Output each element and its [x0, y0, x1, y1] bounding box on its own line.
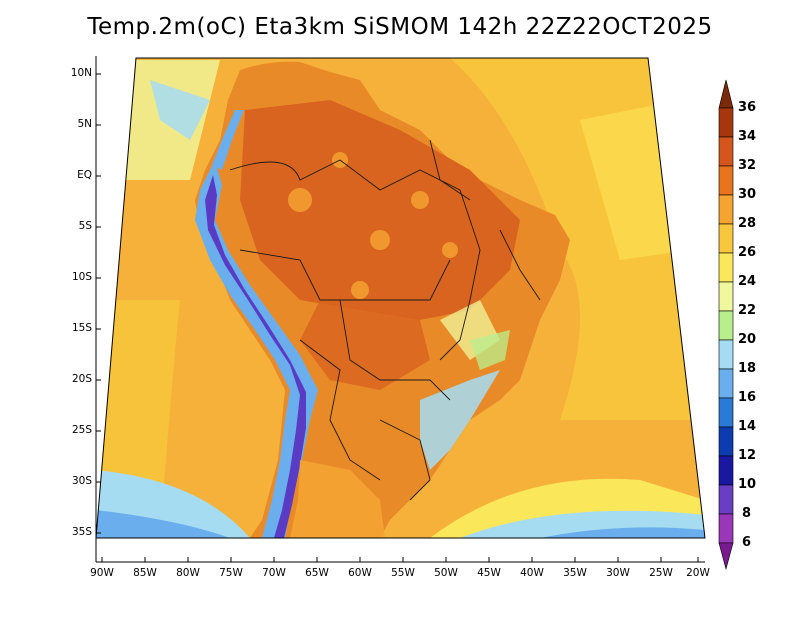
- lat-tick-marks: [96, 73, 101, 534]
- colorbar-label-32: 32: [738, 158, 757, 173]
- colorbar-label-28: 28: [738, 216, 757, 231]
- lon-label-45w: 45W: [477, 567, 501, 579]
- colorbar-label-30: 30: [738, 187, 757, 202]
- lat-label-15s: 15S: [71, 322, 92, 334]
- country-borders: [229, 139, 541, 501]
- lon-label-50w: 50W: [434, 567, 458, 579]
- lon-label-75w: 75W: [219, 567, 243, 579]
- map-frame: [95, 57, 706, 539]
- lat-label-eq: EQ: [77, 169, 92, 181]
- lat-label-5n: 5N: [77, 118, 92, 130]
- colorbar-segment: [718, 194, 734, 225]
- colorbar-label-12: 12: [738, 448, 757, 463]
- map-title: Temp.2m(oC) Eta3km SiSMOM 142h 22Z22OCT2…: [87, 14, 713, 40]
- colorbar-label-26: 26: [738, 245, 757, 260]
- colorbar-segment: [718, 455, 734, 486]
- colorbar-label-34: 34: [738, 129, 757, 144]
- lat-label-30s: 30S: [71, 475, 92, 487]
- andes-cool-band: [195, 160, 318, 538]
- pacific-cool-patch: [150, 80, 210, 140]
- lon-label-20w: 20W: [686, 567, 710, 579]
- colorbar-segment: [718, 513, 734, 544]
- colorbar-segment: [718, 107, 734, 138]
- colorbar: [718, 79, 734, 571]
- southeast-cool-region: [420, 370, 500, 470]
- colorbar-segment: [718, 397, 734, 428]
- lon-label-55w: 55W: [391, 567, 415, 579]
- lon-label-35w: 35W: [563, 567, 587, 579]
- northern-andes-cool: [212, 110, 244, 170]
- lon-label-90w: 90W: [90, 567, 114, 579]
- interior-hot-region: [300, 300, 430, 390]
- colorbar-segment: [718, 165, 734, 196]
- colorbar-label-18: 18: [738, 361, 757, 376]
- colorbar-segment: [718, 252, 734, 283]
- patagonia-region: [290, 460, 385, 538]
- lon-label-80w: 80W: [176, 567, 200, 579]
- lon-label-70w: 70W: [262, 567, 286, 579]
- lon-label-30w: 30W: [606, 567, 630, 579]
- colorbar-segment: [718, 426, 734, 457]
- colorbar-label-6: 6: [742, 535, 752, 550]
- colorbar-label-24: 24: [738, 274, 757, 289]
- lat-label-35s: 35S: [71, 526, 92, 538]
- andes-cold-ridge: [205, 175, 306, 538]
- colorbar-label-20: 20: [738, 332, 757, 347]
- colorbar-segment: [718, 339, 734, 370]
- colorbar-segment: [718, 310, 734, 341]
- lat-label-10n: 10N: [70, 67, 92, 79]
- lat-label-20s: 20S: [71, 373, 92, 385]
- colorbar-label-10: 10: [738, 477, 757, 492]
- colorbar-label-22: 22: [738, 303, 757, 318]
- colorbar-label-16: 16: [738, 390, 757, 405]
- colorbar-bottom-arrow: [718, 542, 734, 571]
- lon-label-85w: 85W: [133, 567, 157, 579]
- colorbar-top-arrow: [718, 79, 734, 109]
- colorbar-segment: [718, 484, 734, 515]
- amazon-hot-region: [240, 100, 520, 320]
- lat-label-5s: 5S: [78, 220, 92, 232]
- colorbar-segment: [718, 223, 734, 254]
- colorbar-label-36: 36: [738, 100, 757, 115]
- lon-tick-marks: [101, 557, 699, 562]
- temperature-field: [96, 58, 705, 538]
- colorbar-label-8: 8: [742, 506, 752, 521]
- lon-label-60w: 60W: [348, 567, 372, 579]
- lat-label-10s: 10S: [71, 271, 92, 283]
- south-pacific-cold: [96, 510, 230, 538]
- south-atlantic-cold: [540, 527, 705, 538]
- lon-label-25w: 25W: [649, 567, 673, 579]
- colorbar-label-14: 14: [738, 419, 757, 434]
- colorbar-segment: [718, 368, 734, 399]
- colorbar-segment: [718, 281, 734, 312]
- lon-label-40w: 40W: [520, 567, 544, 579]
- colorbar-segment: [718, 136, 734, 167]
- lat-label-25s: 25S: [71, 424, 92, 436]
- lon-label-65w: 65W: [305, 567, 329, 579]
